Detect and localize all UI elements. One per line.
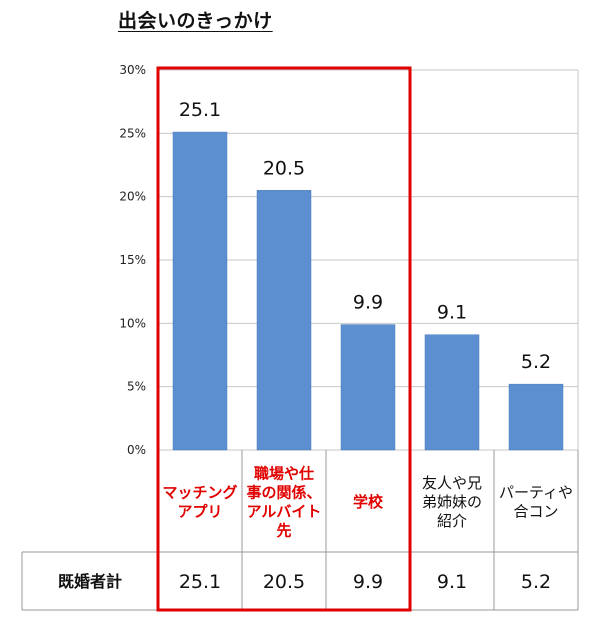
bar <box>508 383 564 451</box>
category-label: 学校 <box>353 493 384 511</box>
bar <box>340 324 396 451</box>
category-label-line: アルバイト <box>247 503 322 521</box>
data-labels: 25.1 20.5 9.9 9.1 5.2 <box>179 99 551 373</box>
category-label-line: 事の関係、 <box>246 484 321 502</box>
category-label-line: アプリ <box>177 503 222 521</box>
data-label: 25.1 <box>179 99 221 121</box>
bar <box>424 334 480 451</box>
bars <box>172 131 564 451</box>
table-cell: 25.1 <box>179 571 221 593</box>
y-tick-label: 30% <box>119 63 146 77</box>
y-tick-label: 0% <box>127 443 146 457</box>
category-label: パーティや合コン <box>499 484 573 521</box>
table-cell: 9.1 <box>437 571 467 593</box>
table-row-label: 既婚者計 <box>58 572 122 591</box>
bar <box>256 190 312 451</box>
data-label: 9.9 <box>353 292 383 314</box>
category-label: マッチングアプリ <box>162 484 237 521</box>
category-label-line: 合コン <box>513 503 558 521</box>
y-axis: 0% 5% 10% 15% 20% 25% 30% <box>119 63 159 457</box>
category-label-line: 友人や兄 <box>422 474 482 492</box>
bar <box>172 131 228 451</box>
highlight-box <box>156 66 412 612</box>
category-label-line: 紹介 <box>437 512 467 530</box>
y-tick-label: 25% <box>119 126 146 140</box>
category-label: 職場や仕事の関係、アルバイト先 <box>246 465 321 540</box>
table-cell: 5.2 <box>521 571 551 593</box>
y-tick-label: 15% <box>119 253 146 267</box>
table-cell: 9.9 <box>353 571 383 593</box>
data-label: 9.1 <box>437 302 467 324</box>
highlight-frame <box>156 66 412 612</box>
y-tick-label: 20% <box>119 190 146 204</box>
category-label: 友人や兄弟姉妹の紹介 <box>422 474 482 530</box>
data-table: 既婚者計 25.1 20.5 9.9 9.1 5.2 <box>21 551 578 611</box>
y-tick-label: 10% <box>119 316 146 330</box>
category-label-line: マッチング <box>162 484 237 502</box>
table-cell: 20.5 <box>263 571 305 593</box>
category-label-line: 弟姉妹の <box>422 493 482 511</box>
data-label: 20.5 <box>263 157 305 179</box>
category-label-line: 先 <box>276 522 291 540</box>
category-label-line: 職場や仕 <box>254 465 314 483</box>
y-tick-label: 5% <box>127 380 146 394</box>
category-label-line: 学校 <box>353 493 384 511</box>
category-label-line: パーティや <box>499 484 573 502</box>
chart-title: 出会いのきっかけ <box>118 10 273 32</box>
category-labels: マッチングアプリ職場や仕事の関係、アルバイト先学校友人や兄弟姉妹の紹介パーティや… <box>162 465 573 540</box>
data-label: 5.2 <box>521 351 551 373</box>
